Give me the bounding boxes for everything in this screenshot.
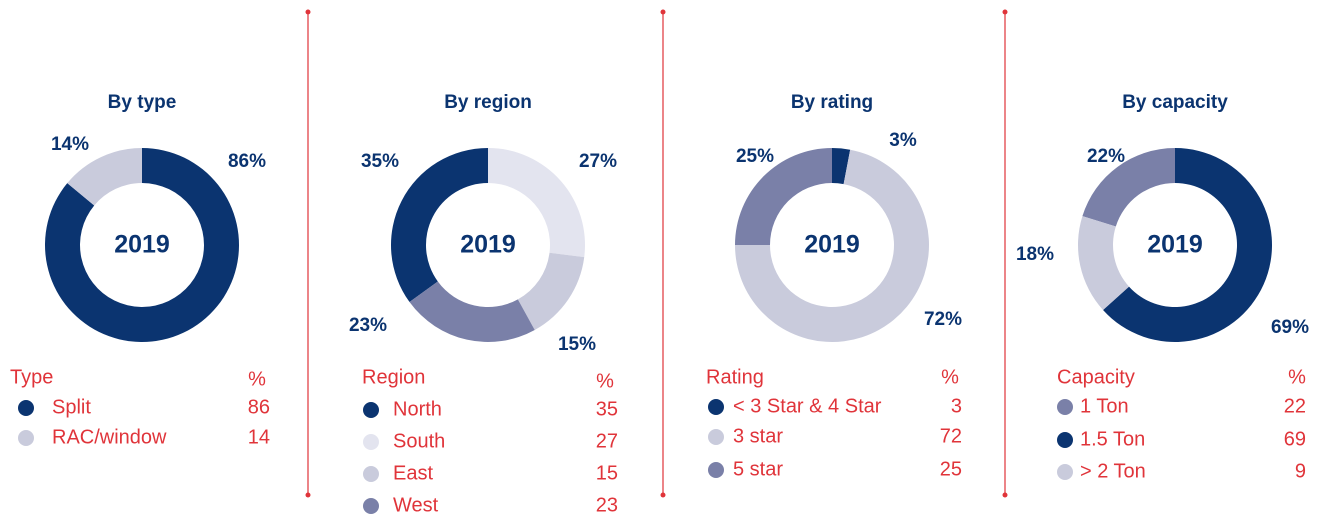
data-label: 25%: [736, 146, 774, 167]
donut-segment: [67, 148, 142, 206]
donut-segment: [44, 148, 239, 342]
donut-segment: [735, 149, 929, 342]
separators: [305, 9, 1008, 498]
legend-value: 35: [596, 398, 618, 420]
legend-marker: [363, 466, 379, 482]
legend-label: South: [393, 430, 445, 452]
data-label: 23%: [349, 315, 387, 336]
legend-marker: [708, 399, 724, 415]
donut-segment: [1103, 148, 1272, 342]
chart-title: By region: [444, 92, 532, 113]
legend-value: 23: [596, 494, 618, 516]
legend-value-title: %: [596, 370, 614, 392]
legend-value: 27: [596, 430, 618, 452]
donut-segment: [391, 148, 488, 303]
legend-marker: [708, 429, 724, 445]
legend-label: 3 star: [733, 425, 783, 447]
donut-segment: [735, 148, 832, 245]
center-label: 2019: [1147, 231, 1203, 259]
separator-dot: [305, 9, 311, 15]
legend-marker: [363, 434, 379, 450]
legend-value: 14: [248, 426, 270, 448]
legend-value: 72: [940, 425, 962, 447]
chart-title: By type: [108, 92, 177, 113]
separator-dot: [660, 492, 666, 498]
legend-title: Region: [362, 366, 425, 388]
data-label: 3%: [889, 130, 917, 151]
legend-title: Rating: [706, 366, 764, 388]
donut-segment: [832, 148, 851, 185]
legend-label: Split: [52, 396, 91, 418]
data-label: 69%: [1271, 317, 1309, 338]
donut-segment: [488, 148, 585, 258]
legend-label: > 2 Ton: [1080, 460, 1146, 482]
legend-label: 5 star: [733, 458, 783, 480]
legend-label: North: [393, 398, 442, 420]
legend-marker: [363, 402, 379, 418]
legend-value-title: %: [248, 368, 266, 390]
separator-dot: [305, 492, 311, 498]
legend-value: 15: [596, 462, 618, 484]
donut-segment: [1078, 216, 1130, 311]
data-label: 27%: [579, 151, 617, 172]
legend-label: 1.5 Ton: [1080, 428, 1145, 450]
donut-segment: [409, 281, 535, 342]
separator-dot: [660, 9, 666, 15]
data-label: 18%: [1016, 244, 1054, 265]
legend-marker: [363, 498, 379, 514]
legend-value: 3: [951, 395, 962, 417]
donut-segment: [1082, 148, 1175, 227]
legend-value: 86: [248, 396, 270, 418]
legend-marker: [708, 462, 724, 478]
legend-marker: [1057, 432, 1073, 448]
legend-label: RAC/window: [52, 426, 167, 448]
legend-marker: [18, 400, 34, 416]
legend-title: Type: [10, 366, 53, 388]
legend-marker: [1057, 399, 1073, 415]
separator-dot: [1002, 9, 1008, 15]
legend-value: 69: [1284, 428, 1306, 450]
legend-label: West: [393, 494, 439, 516]
legend-label: < 3 Star & 4 Star: [733, 395, 882, 417]
legend-value-title: %: [941, 366, 959, 388]
legend-value: 9: [1295, 460, 1306, 482]
data-label: 15%: [558, 334, 596, 355]
data-label: 35%: [361, 151, 399, 172]
center-label: 2019: [114, 231, 170, 259]
legend-title: Capacity: [1057, 366, 1135, 388]
donut-segment: [517, 252, 585, 331]
center-label: 2019: [460, 231, 516, 259]
legend-value: 25: [940, 458, 962, 480]
separator-dot: [1002, 492, 1008, 498]
data-label: 22%: [1087, 146, 1125, 167]
legend-marker: [1057, 464, 1073, 480]
legend-marker: [18, 430, 34, 446]
legend-value-title: %: [1288, 366, 1306, 388]
legend-value: 22: [1284, 395, 1306, 417]
chart-title: By rating: [791, 92, 873, 113]
center-label: 2019: [804, 231, 860, 259]
data-label: 14%: [51, 134, 89, 155]
data-label: 72%: [924, 309, 962, 330]
legend-label: East: [393, 462, 433, 484]
data-label: 86%: [228, 151, 266, 172]
legend-label: 1 Ton: [1080, 395, 1129, 417]
chart-title: By capacity: [1122, 92, 1228, 113]
